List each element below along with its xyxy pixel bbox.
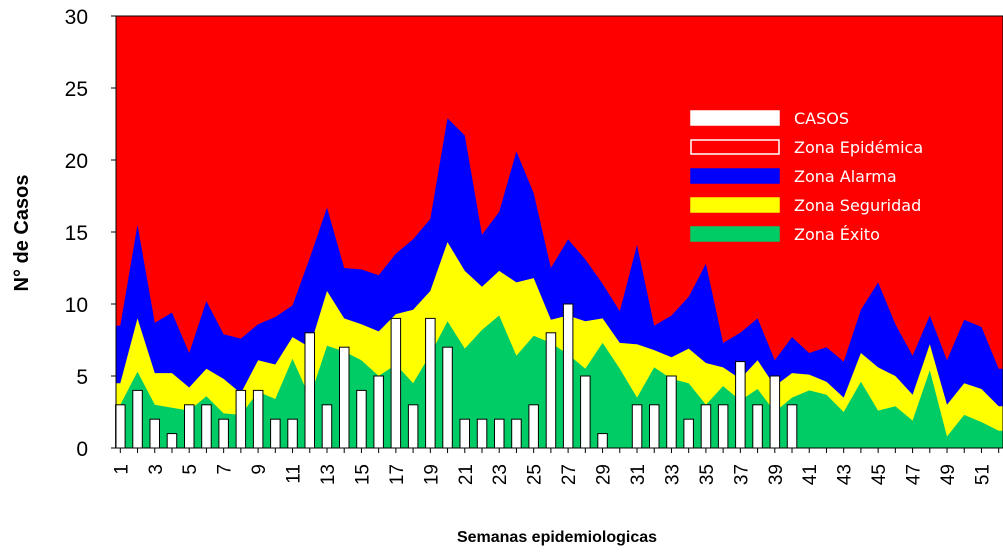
- x-tick-label: 21: [456, 464, 477, 485]
- case-bar: [339, 346, 350, 449]
- x-tick-label: 1: [111, 464, 132, 475]
- y-tick-label: 0: [76, 438, 88, 461]
- case-bar: [649, 404, 660, 449]
- case-bar: [149, 418, 160, 449]
- x-tick-label: 19: [421, 464, 442, 485]
- x-tick-label: 45: [869, 464, 890, 485]
- legend-swatch: [690, 197, 780, 213]
- x-tick-label: 27: [559, 464, 580, 485]
- x-tick-label: 15: [352, 464, 373, 485]
- x-axis-title: Semanas epidemiologicas: [457, 529, 657, 546]
- case-bar: [769, 375, 781, 449]
- x-tick-label: 11: [284, 464, 305, 484]
- case-bar: [235, 389, 247, 449]
- x-tick-label: 41: [800, 464, 821, 485]
- legend-swatch: [690, 139, 780, 155]
- case-bar: [252, 389, 264, 449]
- case-bar: [166, 433, 178, 449]
- x-tick-label: 7: [215, 464, 236, 475]
- case-bar: [407, 404, 419, 449]
- y-tick-label: 10: [65, 294, 88, 317]
- case-bar: [717, 404, 729, 449]
- y-tick-label: 20: [65, 150, 88, 173]
- y-axis-title: N° de Casos: [11, 175, 33, 292]
- y-tick-label: 15: [65, 222, 88, 245]
- legend-label: Zona Alarma: [794, 167, 897, 186]
- case-bar: [511, 418, 522, 449]
- area-zona-exito: [116, 315, 1003, 448]
- y-axis: 0 5 10 15 20 25 30: [65, 6, 116, 461]
- case-bar: [201, 404, 212, 449]
- case-bar: [115, 404, 126, 449]
- case-bar: [786, 404, 798, 449]
- case-bar: [390, 317, 402, 449]
- case-bar: [528, 404, 539, 449]
- case-bar: [735, 361, 746, 449]
- x-tick-label: 35: [697, 464, 718, 485]
- x-tick-label: 37: [731, 464, 752, 485]
- x-tick-label: 23: [490, 464, 511, 485]
- case-bar: [442, 346, 453, 449]
- legend-label: Zona Epidémica: [794, 138, 923, 157]
- legend: CASOS Zona Epidémica Zona Alarma Zona Segur…: [690, 109, 923, 244]
- x-tick-label: 29: [594, 464, 615, 485]
- y-tick-label: 30: [65, 6, 88, 29]
- legend-swatch: [690, 226, 780, 242]
- case-bar: [218, 418, 229, 449]
- case-bar: [683, 418, 694, 449]
- y-tick-label: 5: [76, 366, 88, 389]
- case-bar: [425, 317, 436, 449]
- case-bar: [545, 332, 557, 449]
- case-bar: [666, 375, 677, 449]
- x-tick-label: 9: [249, 464, 270, 475]
- case-bar: [700, 404, 712, 449]
- x-tick-label: 49: [938, 464, 959, 485]
- case-bar: [356, 389, 367, 449]
- x-tick-label: 31: [628, 464, 649, 485]
- x-tick-label: 51: [972, 464, 993, 485]
- x-tick-label: 39: [766, 464, 787, 485]
- area-layers: [116, 16, 1003, 448]
- x-tick-label: 25: [525, 464, 546, 485]
- legend-swatch: [690, 110, 780, 126]
- x-tick-label: 33: [662, 464, 683, 485]
- x-tick-label: 13: [318, 464, 339, 485]
- case-bar: [494, 418, 505, 449]
- case-bar: [562, 303, 574, 449]
- x-tick-label: 3: [146, 464, 167, 475]
- y-tick-label: 25: [65, 78, 88, 101]
- case-bar: [597, 433, 608, 449]
- case-bar: [270, 418, 281, 449]
- case-bar: [287, 418, 298, 449]
- case-bar: [373, 375, 384, 449]
- x-tick-label: 47: [904, 464, 925, 485]
- legend-swatch: [690, 168, 780, 184]
- x-tick-label: 5: [180, 464, 201, 475]
- case-bar: [321, 404, 333, 449]
- case-bar: [631, 404, 643, 449]
- legend-label: CASOS: [794, 109, 849, 128]
- legend-label: Zona Éxito: [794, 225, 880, 244]
- x-axis: 1 3 5 7 9 11 13 15 17 19 21 23 25 27 29 31 33 35 37 39 41 43 4…: [111, 448, 1000, 485]
- case-bar: [752, 404, 763, 449]
- case-bar: [184, 404, 195, 449]
- x-tick-label: 17: [387, 464, 408, 485]
- case-bar: [476, 418, 488, 449]
- case-bar: [580, 375, 591, 449]
- x-tick-label: 43: [835, 464, 856, 485]
- case-bar: [132, 389, 143, 449]
- case-bar: [459, 418, 470, 449]
- legend-label: Zona Seguridad: [794, 196, 921, 215]
- case-bar: [304, 332, 315, 449]
